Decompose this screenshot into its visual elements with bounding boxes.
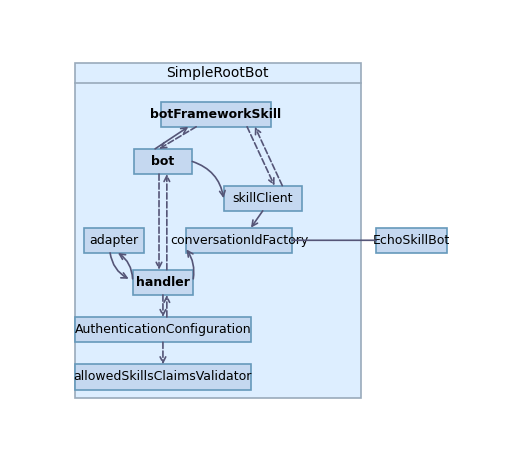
Text: conversationIdFactory: conversationIdFactory [170, 234, 309, 247]
FancyBboxPatch shape [75, 317, 251, 342]
Text: AuthenticationConfiguration: AuthenticationConfiguration [75, 323, 251, 336]
Text: allowedSkillsClaimsValidator: allowedSkillsClaimsValidator [74, 370, 252, 384]
Text: adapter: adapter [89, 234, 138, 247]
FancyBboxPatch shape [186, 228, 292, 253]
FancyBboxPatch shape [84, 228, 144, 253]
FancyBboxPatch shape [161, 101, 271, 127]
FancyBboxPatch shape [133, 149, 192, 174]
Text: EchoSkillBot: EchoSkillBot [373, 234, 450, 247]
FancyBboxPatch shape [75, 63, 361, 398]
FancyBboxPatch shape [376, 228, 447, 253]
Text: SimpleRootBot: SimpleRootBot [167, 66, 269, 80]
Text: botFrameworkSkill: botFrameworkSkill [150, 108, 281, 121]
FancyBboxPatch shape [133, 270, 193, 295]
Text: handler: handler [136, 276, 190, 289]
Text: skillClient: skillClient [232, 192, 293, 205]
Text: bot: bot [152, 155, 175, 168]
FancyBboxPatch shape [224, 186, 302, 211]
FancyBboxPatch shape [75, 364, 251, 389]
